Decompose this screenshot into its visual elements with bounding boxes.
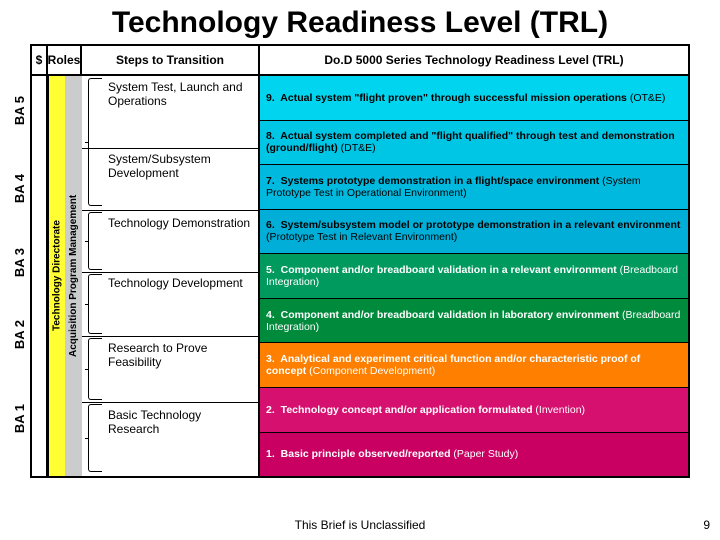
header-steps: Steps to Transition	[82, 46, 260, 76]
step-divider	[82, 336, 258, 337]
table-body: Technology DirectorateAcquisition Progra…	[32, 76, 688, 476]
step-label: System/Subsystem Development	[108, 152, 254, 180]
trl-row: 1. Basic principle observed/reported (Pa…	[260, 433, 688, 477]
step-label: Technology Development	[108, 276, 254, 290]
step-label: Research to Prove Feasibility	[108, 341, 254, 369]
page-title: Technology Readiness Level (TRL)	[0, 0, 720, 44]
trl-row: 5. Component and/or breadboard validatio…	[260, 254, 688, 299]
table-header-row: $ Roles Steps to Transition Do.D 5000 Se…	[32, 46, 688, 76]
trl-row: 8. Actual system completed and "flight q…	[260, 121, 688, 166]
page-number: 9	[703, 518, 710, 532]
trl-text: 5. Component and/or breadboard validatio…	[266, 264, 682, 288]
trl-text: 6. System/subsystem model or prototype d…	[266, 219, 682, 243]
trl-text: 9. Actual system "flight proven" through…	[266, 92, 665, 104]
trl-text: 3. Analytical and experiment critical fu…	[266, 353, 682, 377]
trl-text: 8. Actual system completed and "flight q…	[266, 130, 682, 154]
trl-text: 4. Component and/or breadboard validatio…	[266, 309, 682, 333]
step-brace	[88, 404, 102, 472]
step-brace	[88, 212, 102, 270]
step-divider	[82, 148, 258, 149]
step-divider	[82, 210, 258, 211]
step-brace	[88, 78, 102, 206]
trl-row: 6. System/subsystem model or prototype d…	[260, 210, 688, 255]
header-roles: Roles	[48, 46, 82, 76]
trl-row: 7. Systems prototype demonstration in a …	[260, 165, 688, 210]
ba-label: BA 3	[12, 248, 27, 277]
trl-row: 2. Technology concept and/or application…	[260, 388, 688, 433]
header-dollar: $	[32, 46, 48, 76]
col-dollar	[32, 76, 48, 476]
ba-label: BA 4	[12, 174, 27, 203]
trl-text: 2. Technology concept and/or application…	[266, 404, 585, 416]
trl-table: $ Roles Steps to Transition Do.D 5000 Se…	[30, 44, 690, 478]
col-roles: Technology DirectorateAcquisition Progra…	[48, 76, 82, 476]
ba-label: BA 5	[12, 96, 27, 125]
trl-text: 7. Systems prototype demonstration in a …	[266, 175, 682, 199]
step-brace	[88, 338, 102, 400]
roles-bar: Technology Directorate	[48, 76, 65, 476]
col-steps: System Test, Launch and Operations System…	[82, 76, 260, 476]
step-divider	[82, 272, 258, 273]
col-trl: 9. Actual system "flight proven" through…	[260, 76, 688, 476]
header-trl: Do.D 5000 Series Technology Readiness Le…	[260, 46, 688, 76]
step-divider	[82, 402, 258, 403]
footer-text: This Brief is Unclassified	[0, 518, 720, 532]
step-label: System Test, Launch and Operations	[108, 80, 254, 108]
step-label: Basic Technology Research	[108, 408, 254, 436]
step-label: Technology Demonstration	[108, 216, 254, 230]
trl-text: 1. Basic principle observed/reported (Pa…	[266, 448, 518, 460]
trl-row: 9. Actual system "flight proven" through…	[260, 76, 688, 121]
trl-row: 4. Component and/or breadboard validatio…	[260, 299, 688, 344]
step-brace	[88, 274, 102, 334]
ba-label: BA 1	[12, 404, 27, 433]
trl-row: 3. Analytical and experiment critical fu…	[260, 343, 688, 388]
ba-label: BA 2	[12, 320, 27, 349]
roles-bar: Acquisition Program Management	[65, 76, 82, 476]
